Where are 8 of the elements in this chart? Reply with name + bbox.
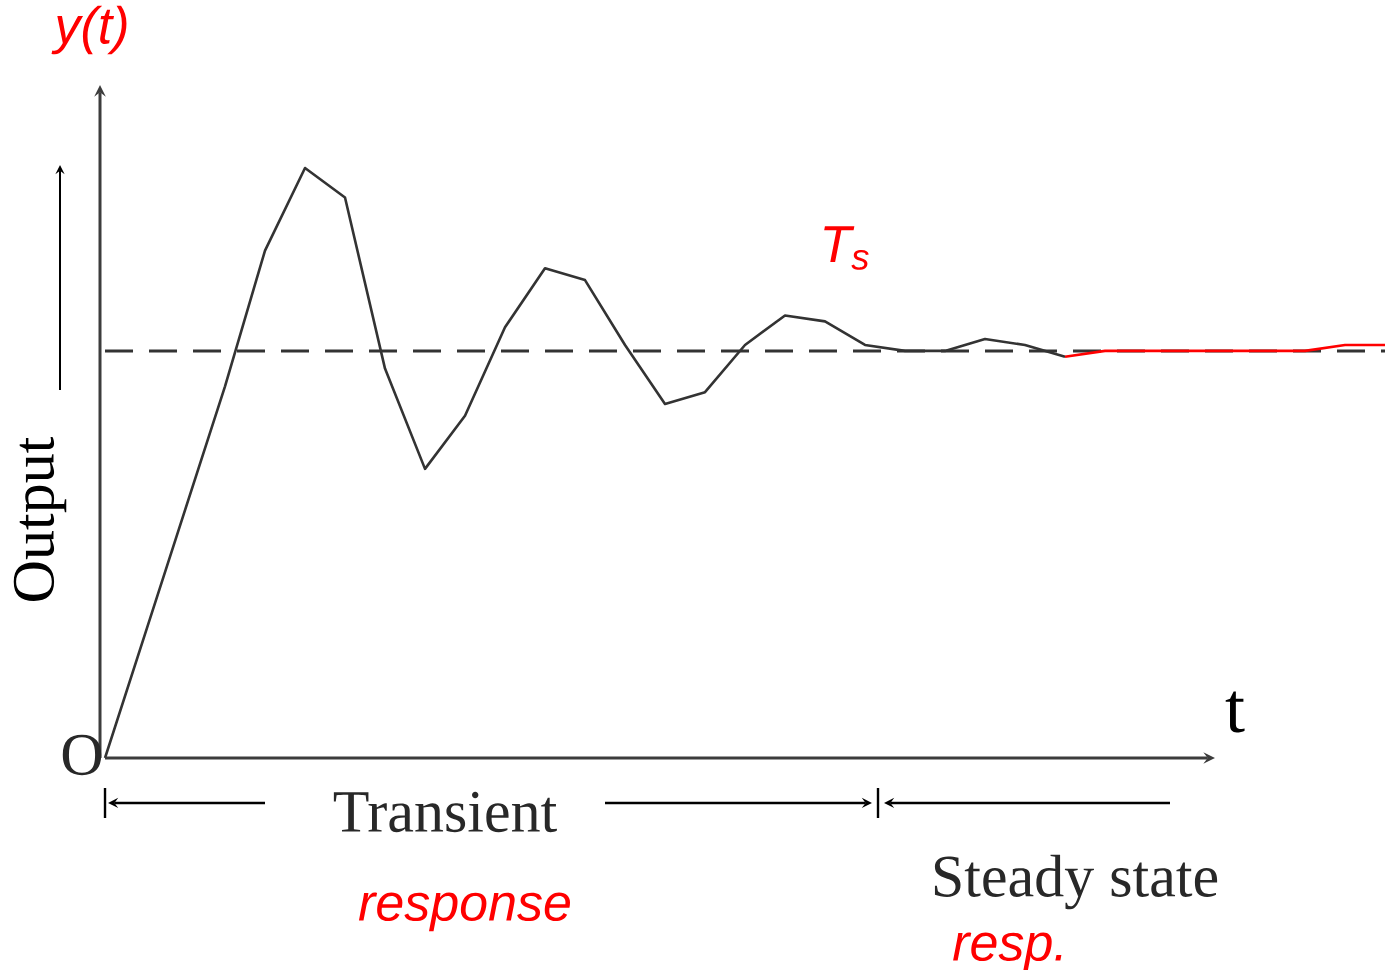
x-axis-title: t [1225,691,1245,733]
text: Steady state [934,854,1218,910]
y-axis-title: Output [13,437,67,601]
text: response [358,892,571,932]
text: y(t) [51,5,127,55]
text: Transient [333,791,557,833]
annotation: T$_{s}$ [824,226,869,270]
text: O [62,734,102,776]
